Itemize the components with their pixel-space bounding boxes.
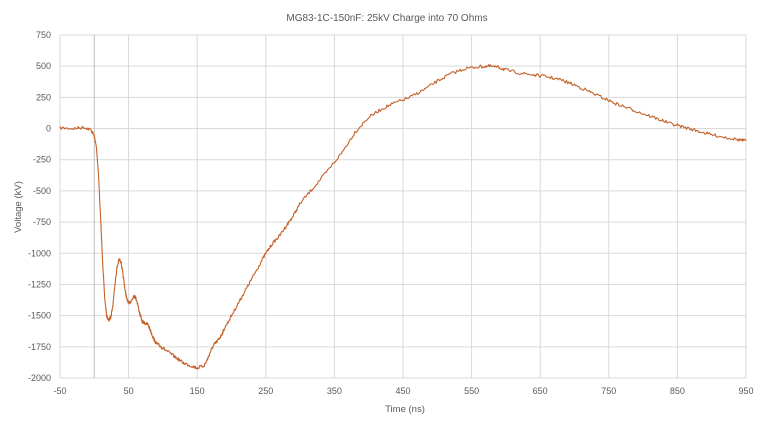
y-tick-label: 0 <box>46 124 51 134</box>
y-tick-label: -1750 <box>28 342 51 352</box>
y-tick-label: 500 <box>36 61 51 71</box>
x-tick-label: 950 <box>738 386 753 396</box>
x-tick-label: 350 <box>327 386 342 396</box>
y-tick-label: -1500 <box>28 311 51 321</box>
x-tick-label: 550 <box>464 386 479 396</box>
y-tick-label: 750 <box>36 30 51 40</box>
x-tick-label: 150 <box>190 386 205 396</box>
y-tick-label: 250 <box>36 92 51 102</box>
x-tick-label: 450 <box>395 386 410 396</box>
x-tick-label: 50 <box>124 386 134 396</box>
y-tick-label: -750 <box>33 217 51 227</box>
y-tick-label: -500 <box>33 186 51 196</box>
series-group <box>59 64 747 370</box>
gridlines <box>59 34 747 379</box>
series-line <box>59 64 747 370</box>
y-tick-label: -1000 <box>28 248 51 258</box>
y-axis-label: Voltage (kV) <box>13 181 24 233</box>
y-tick-label: -250 <box>33 155 51 165</box>
x-tick-label: -50 <box>53 386 66 396</box>
x-axis-label: Time (ns) <box>385 404 425 415</box>
x-tick-label: 850 <box>670 386 685 396</box>
x-tick-label: 650 <box>533 386 548 396</box>
y-tick-label: -1250 <box>28 279 51 289</box>
chart-title: MG83-1C-150nF: 25kV Charge into 70 Ohms <box>286 13 487 24</box>
y-tick-label: -2000 <box>28 373 51 383</box>
x-tick-label: 750 <box>601 386 616 396</box>
x-tick-label: 250 <box>258 386 273 396</box>
y-tick-labels: 750 500 250 0 -250 -500 -750 -1000 -1250 -1500 -17… <box>28 30 51 383</box>
x-tick-labels: -50 50 150 250 350 450 550 650 750 850 950 <box>53 386 753 396</box>
